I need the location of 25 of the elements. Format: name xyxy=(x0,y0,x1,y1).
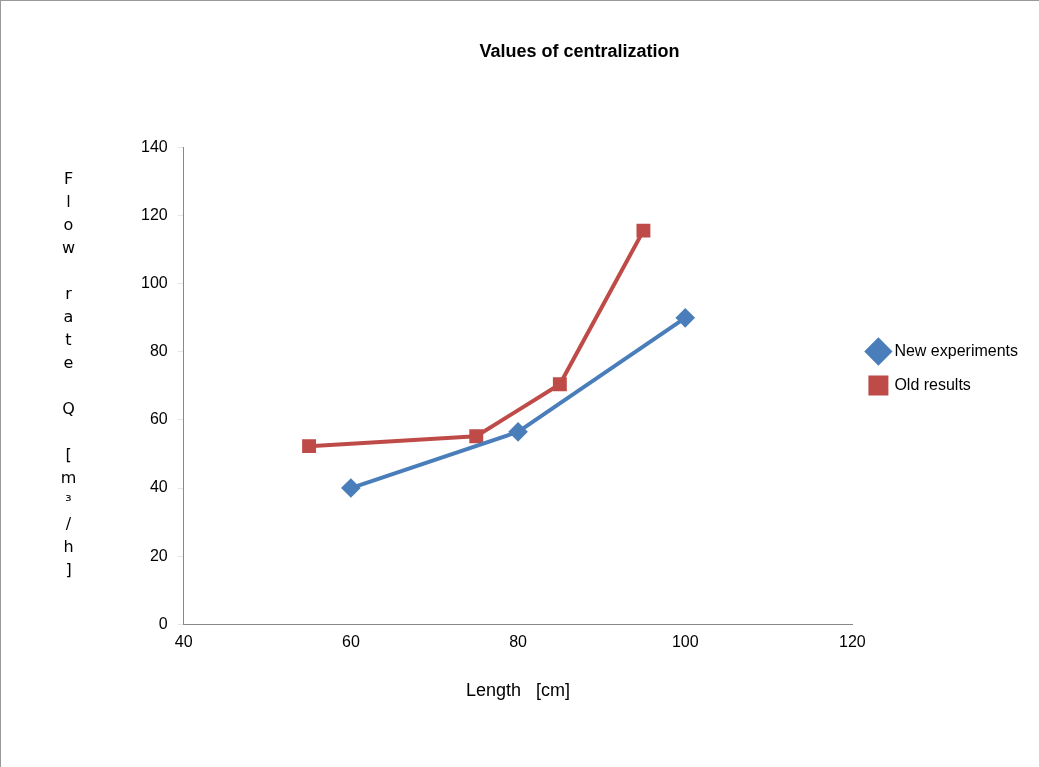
x-tick-label: 40 xyxy=(174,633,193,651)
point xyxy=(469,429,484,444)
y-tick-label: 100 xyxy=(140,274,168,292)
y-tick-label: 20 xyxy=(149,546,168,564)
point xyxy=(341,479,360,498)
y-tick-label: 40 xyxy=(149,478,168,496)
legend-label: Old results xyxy=(894,375,971,393)
y-tick-label: 60 xyxy=(149,410,168,428)
y-axis-title: Flow rate Q [m³/h] xyxy=(59,169,78,583)
y-tick-label: 0 xyxy=(158,614,168,632)
y-tick-label: 120 xyxy=(140,206,168,224)
chart-title: Values of centralization xyxy=(479,40,680,61)
point xyxy=(636,223,651,238)
point xyxy=(509,422,528,441)
point xyxy=(552,377,567,392)
y-tick-label: 140 xyxy=(140,138,168,156)
x-tick-label: 120 xyxy=(839,633,866,651)
point xyxy=(676,308,695,327)
point xyxy=(302,439,317,454)
x-axis-title: Length [cm] xyxy=(466,680,571,701)
x-tick-label: 100 xyxy=(671,633,699,651)
legend-label: New experiments xyxy=(894,341,1019,359)
x-tick-label: 60 xyxy=(341,633,360,651)
y-tick-label: 80 xyxy=(149,342,168,360)
x-tick-label: 80 xyxy=(509,633,528,651)
